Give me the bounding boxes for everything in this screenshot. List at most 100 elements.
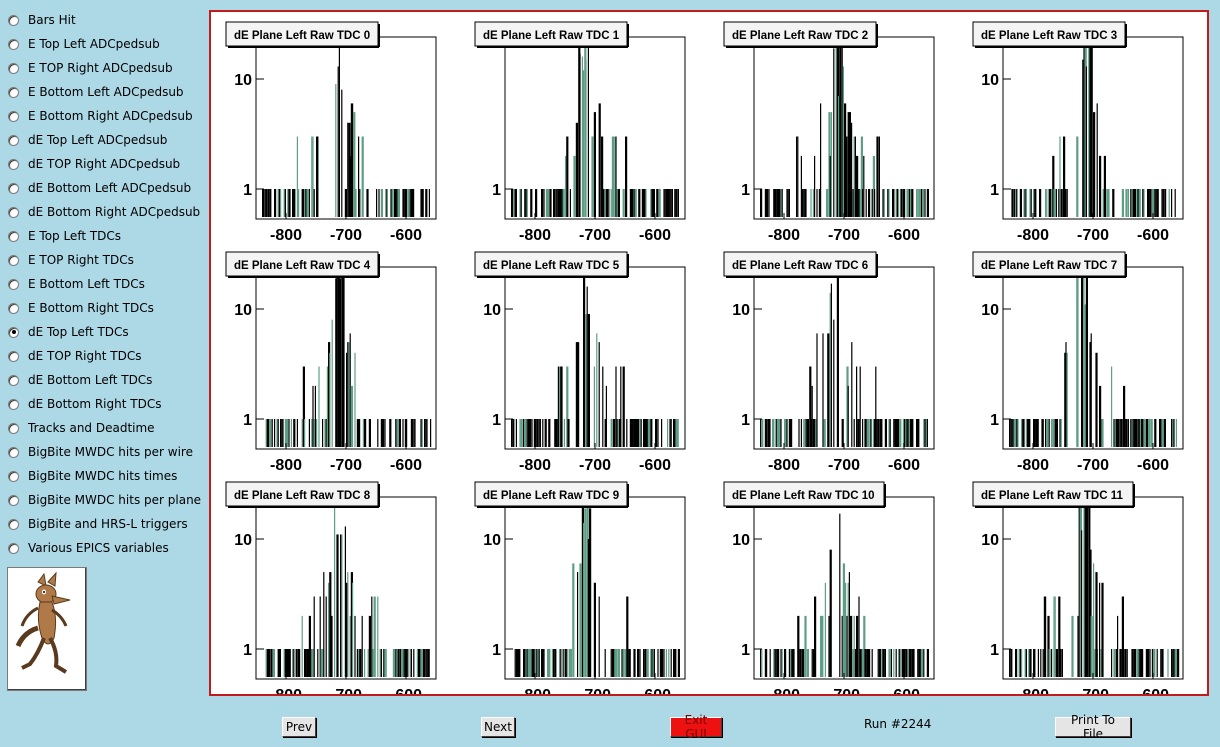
histogram-bin bbox=[358, 419, 361, 447]
histogram-bars bbox=[1009, 268, 1177, 447]
histogram-bin bbox=[385, 649, 387, 677]
histogram-bin bbox=[536, 419, 539, 447]
histogram-bin bbox=[523, 649, 526, 677]
histogram-bin bbox=[1124, 419, 1126, 447]
histogram-bin bbox=[1021, 649, 1023, 677]
histogram-bin bbox=[598, 342, 600, 447]
run-number-label: Run #2244 bbox=[864, 717, 932, 731]
radio-option[interactable]: E Bottom Right TDCs bbox=[8, 298, 154, 318]
radio-option[interactable]: E TOP Right TDCs bbox=[8, 250, 134, 270]
radio-unselected-icon[interactable] bbox=[8, 374, 19, 386]
radio-option[interactable]: dE TOP Right TDCs bbox=[8, 346, 141, 366]
histogram-bin bbox=[775, 419, 778, 447]
histogram-bin bbox=[304, 419, 306, 447]
histogram-bin bbox=[1034, 649, 1036, 677]
histogram-bin bbox=[610, 419, 613, 447]
histogram-bin bbox=[383, 649, 385, 677]
radio-unselected-icon[interactable] bbox=[8, 206, 19, 218]
radio-unselected-icon[interactable] bbox=[8, 134, 19, 146]
prev-button[interactable]: Prev bbox=[282, 717, 316, 737]
radio-option-label: dE Bottom Left ADCpedsub bbox=[28, 181, 192, 195]
radio-unselected-icon[interactable] bbox=[8, 494, 19, 506]
histogram-bin bbox=[562, 189, 565, 217]
radio-option[interactable]: BigBite MWDC hits times bbox=[8, 466, 177, 486]
histogram-bin bbox=[664, 189, 666, 217]
histogram-bin bbox=[1107, 189, 1110, 217]
histogram-bin bbox=[555, 189, 557, 217]
radio-unselected-icon[interactable] bbox=[8, 470, 19, 482]
histogram-bin bbox=[541, 189, 544, 217]
radio-option[interactable]: E Bottom Left ADCpedsub bbox=[8, 82, 184, 102]
histogram-bin bbox=[416, 649, 419, 677]
radio-unselected-icon[interactable] bbox=[8, 158, 19, 170]
histogram-bin bbox=[391, 189, 394, 217]
histogram-bin bbox=[1059, 649, 1062, 677]
histogram-bin bbox=[1168, 189, 1170, 217]
histogram-bin bbox=[526, 189, 528, 217]
histogram-bin bbox=[312, 649, 314, 677]
radio-unselected-icon[interactable] bbox=[8, 254, 19, 266]
histogram-bin bbox=[420, 419, 423, 447]
histogram-bin bbox=[865, 189, 867, 217]
radio-selected-icon[interactable] bbox=[8, 326, 19, 338]
radio-option[interactable]: dE Top Left ADCpedsub bbox=[8, 130, 167, 150]
radio-unselected-icon[interactable] bbox=[8, 398, 19, 410]
histogram-bin bbox=[525, 649, 528, 677]
radio-option[interactable]: E Top Left TDCs bbox=[8, 226, 121, 246]
radio-option[interactable]: BigBite and HRS-L triggers bbox=[8, 514, 188, 534]
radio-unselected-icon[interactable] bbox=[8, 110, 19, 122]
radio-unselected-icon[interactable] bbox=[8, 38, 19, 50]
histogram-bin bbox=[632, 419, 634, 447]
radio-unselected-icon[interactable] bbox=[8, 230, 19, 242]
radio-option[interactable]: dE Bottom Left ADCpedsub bbox=[8, 178, 191, 198]
radio-option[interactable]: E TOP Right ADCpedsub bbox=[8, 58, 173, 78]
radio-option[interactable]: Bars Hit bbox=[8, 10, 76, 30]
radio-option[interactable]: dE Top Left TDCs bbox=[8, 322, 129, 342]
histogram-panel: 1 10 -800 -700 -600 dE Plane Left Raw TDC 9 bbox=[474, 481, 686, 694]
print-to-file-button[interactable]: Print To File bbox=[1055, 713, 1131, 741]
histogram-bin bbox=[781, 649, 783, 677]
radio-option[interactable]: Tracks and Deadtime bbox=[8, 418, 155, 438]
exit-gui-button[interactable]: Exit GUI bbox=[670, 713, 722, 741]
radio-unselected-icon[interactable] bbox=[8, 14, 19, 26]
radio-unselected-icon[interactable] bbox=[8, 350, 19, 362]
histogram-bin bbox=[780, 189, 782, 217]
histogram-bin bbox=[1147, 419, 1149, 447]
radio-option[interactable]: dE TOP Right ADCpedsub bbox=[8, 154, 180, 174]
histogram-bin bbox=[1162, 419, 1164, 447]
plot-title-box: dE Plane Left Raw TDC 9 bbox=[474, 481, 629, 508]
plot-title-box: dE Plane Left Raw TDC 0 bbox=[225, 21, 380, 48]
radio-option[interactable]: dE Bottom Right TDCs bbox=[8, 394, 161, 414]
histogram-bin bbox=[1077, 275, 1079, 447]
histogram-bin bbox=[573, 155, 576, 217]
histogram-bin bbox=[773, 649, 775, 677]
histogram-bin bbox=[330, 615, 333, 677]
radio-option-label: E Top Left TDCs bbox=[28, 229, 122, 243]
histogram-bin bbox=[622, 366, 625, 447]
radio-unselected-icon[interactable] bbox=[8, 86, 19, 98]
radio-option[interactable]: Various EPICS variables bbox=[8, 538, 169, 558]
radio-option[interactable]: dE Bottom Right ADCpedsub bbox=[8, 202, 200, 222]
radio-option[interactable]: E Bottom Left TDCs bbox=[8, 274, 145, 294]
radio-unselected-icon[interactable] bbox=[8, 518, 19, 530]
radio-unselected-icon[interactable] bbox=[8, 446, 19, 458]
radio-option[interactable]: E Bottom Right ADCpedsub bbox=[8, 106, 193, 126]
radio-option[interactable]: BigBite MWDC hits per plane bbox=[8, 490, 201, 510]
histogram-bin bbox=[1143, 189, 1145, 217]
radio-unselected-icon[interactable] bbox=[8, 542, 19, 554]
radio-unselected-icon[interactable] bbox=[8, 422, 19, 434]
radio-unselected-icon[interactable] bbox=[8, 278, 19, 290]
radio-unselected-icon[interactable] bbox=[8, 182, 19, 194]
radio-unselected-icon[interactable] bbox=[8, 302, 19, 314]
y-tick-label: 10 bbox=[234, 302, 252, 319]
radio-unselected-icon[interactable] bbox=[8, 62, 19, 74]
radio-option[interactable]: E Top Left ADCpedsub bbox=[8, 34, 160, 54]
radio-option[interactable]: dE Bottom Left TDCs bbox=[8, 370, 152, 390]
plot-frame bbox=[1002, 266, 1184, 450]
histogram-bin bbox=[760, 189, 763, 217]
next-button[interactable]: Next bbox=[481, 717, 515, 737]
histogram-bin bbox=[284, 649, 286, 677]
histogram-bin bbox=[1161, 649, 1164, 677]
histogram-bin bbox=[543, 649, 545, 677]
radio-option[interactable]: BigBite MWDC hits per wire bbox=[8, 442, 193, 462]
